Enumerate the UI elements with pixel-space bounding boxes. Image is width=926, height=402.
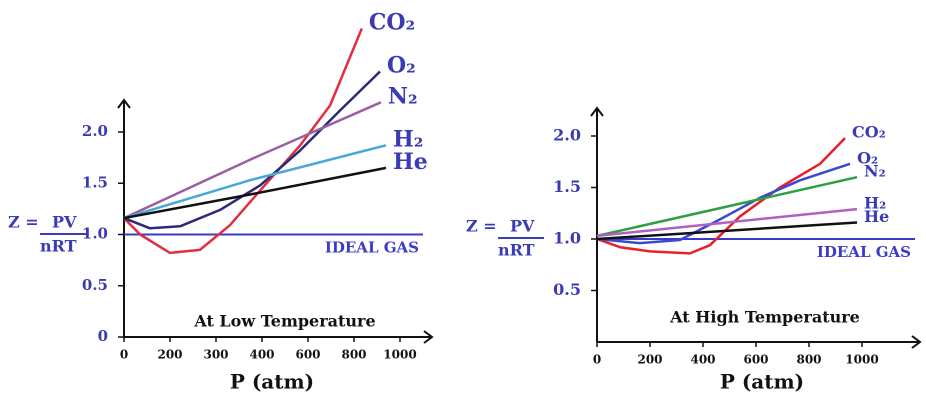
z-lhs: Z = — [8, 213, 39, 232]
z-numerator: PV — [510, 217, 535, 236]
series-line — [123, 101, 382, 220]
y-tick-label: 0.5 — [553, 280, 581, 299]
z-numerator: PV — [52, 213, 77, 232]
y-tick-label: 1.0 — [553, 229, 581, 248]
x-tick-label: 1000 — [383, 348, 416, 362]
y-tick-label: 1.0 — [82, 225, 108, 243]
x-tick-label: 800 — [796, 353, 821, 367]
series-label: He — [393, 149, 428, 175]
series-line — [123, 28, 363, 255]
x-tick-label: 400 — [690, 353, 715, 367]
series-label: CO₂ — [369, 9, 415, 35]
caption: At High Temperature — [669, 308, 860, 327]
x-tick-label: 0 — [593, 353, 601, 367]
caption: At Low Temperature — [193, 312, 375, 331]
z-denominator: nRT — [40, 237, 77, 256]
series-label: CO₂ — [852, 123, 886, 142]
x-tick-label: 600 — [743, 353, 768, 367]
y-tick-label: 1.5 — [82, 173, 108, 191]
z-denominator: nRT — [498, 241, 535, 260]
x-tick-label: 300 — [203, 348, 228, 362]
x-tick-label: 1000 — [845, 353, 878, 367]
x-axis-label: P (atm) — [230, 370, 314, 394]
x-tick-label: 400 — [249, 348, 274, 362]
series-label: O₂ — [857, 148, 878, 167]
series-label: N₂ — [388, 83, 418, 109]
x-tick-label: 0 — [120, 348, 128, 362]
series-line — [123, 70, 381, 230]
x-tick-label: 600 — [295, 348, 320, 362]
z-lhs: Z = — [466, 217, 497, 236]
series-line — [123, 144, 387, 220]
series-line — [596, 137, 846, 255]
y-tick-label: 2.0 — [82, 122, 108, 140]
y-axis-arrow — [117, 98, 131, 109]
ideal-gas-label: IDEAL GAS — [325, 239, 419, 257]
x-axis-arrow — [423, 330, 434, 344]
series-label: H₂ — [393, 126, 423, 152]
series-label: O₂ — [387, 53, 416, 79]
series-label: N₂ — [864, 162, 886, 181]
x-axis-arrow — [911, 335, 922, 349]
x-tick-label: 200 — [157, 348, 182, 362]
series-label: H₂ — [864, 194, 886, 213]
series-line — [123, 166, 387, 220]
y-tick-label: 0 — [98, 327, 108, 345]
x-axis-label: P (atm) — [720, 370, 804, 394]
series-line — [596, 207, 858, 238]
y-tick-label: 2.0 — [553, 126, 581, 145]
x-tick-label: 800 — [341, 348, 366, 362]
series-label: He — [864, 207, 889, 226]
y-axis-arrow — [590, 106, 604, 117]
series-line — [596, 162, 851, 245]
x-tick-label: 200 — [637, 353, 662, 367]
ideal-gas-label: IDEAL GAS — [817, 243, 911, 261]
y-tick-label: 1.5 — [553, 177, 581, 196]
series-line — [596, 221, 858, 241]
y-tick-label: 0.5 — [82, 276, 108, 294]
series-line — [596, 175, 858, 238]
